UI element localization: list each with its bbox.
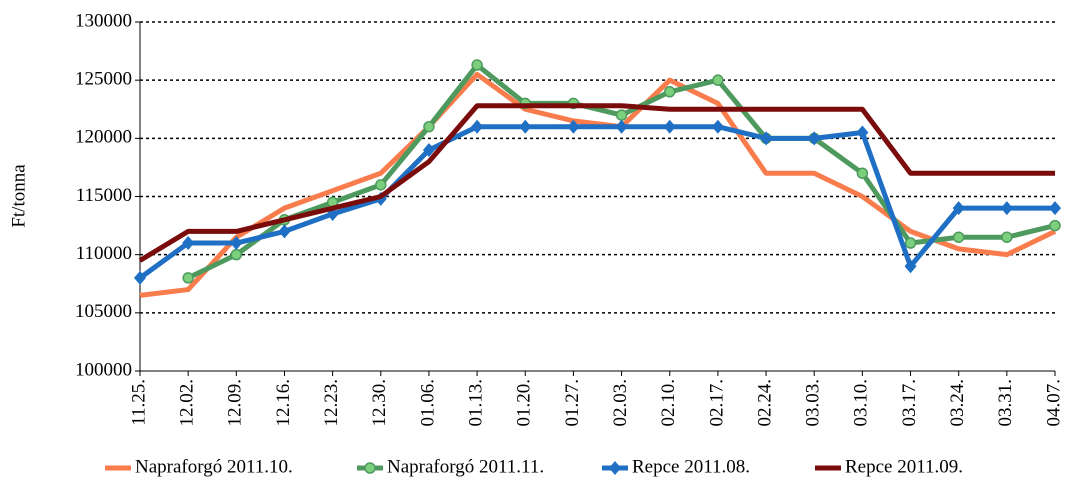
marker <box>615 119 628 134</box>
x-tick-label: 11.25. <box>128 379 149 426</box>
legend-label: Repce 2011.08. <box>632 456 750 477</box>
marker <box>1049 201 1061 216</box>
y-axis-label: Ft/tonna <box>8 164 29 228</box>
marker <box>278 224 291 239</box>
marker <box>230 236 243 251</box>
y-tick-label: 100000 <box>75 359 132 380</box>
marker <box>1000 201 1013 216</box>
x-tick-label: 12.23. <box>321 379 342 427</box>
marker <box>808 131 821 146</box>
x-tick-label: 12.09. <box>225 379 246 427</box>
marker <box>230 248 243 261</box>
legend-marker <box>364 462 376 474</box>
marker <box>856 125 869 140</box>
series-line <box>139 71 1057 298</box>
legend-label: Napraforgó 2011.10. <box>135 456 293 477</box>
marker <box>134 270 146 285</box>
legend-label: Repce 2011.09. <box>845 456 963 477</box>
y-tick-label: 120000 <box>75 127 132 148</box>
marker <box>760 131 773 146</box>
x-tick-label: 01.27. <box>562 379 583 427</box>
marker <box>471 119 484 134</box>
x-tick-label: 02.10. <box>658 379 679 427</box>
marker <box>904 259 917 274</box>
marker <box>519 119 532 134</box>
marker <box>423 120 435 133</box>
y-tick-label: 105000 <box>75 301 132 322</box>
x-tick-label: 04.07. <box>1043 379 1064 427</box>
marker <box>1001 231 1013 243</box>
marker <box>1049 219 1061 232</box>
marker <box>904 237 917 249</box>
marker <box>663 119 676 134</box>
series-line <box>138 103 1055 263</box>
marker <box>182 236 195 251</box>
x-tick-label: 01.13. <box>465 379 486 427</box>
x-tick-label: 03.17. <box>899 379 920 427</box>
series-line <box>138 124 1055 280</box>
marker <box>856 167 869 179</box>
marker <box>711 119 724 134</box>
marker <box>952 201 965 216</box>
marker <box>615 109 628 121</box>
x-tick-label: 02.03. <box>610 379 631 427</box>
x-tick-label: 03.03. <box>803 379 824 427</box>
marker <box>471 59 483 71</box>
x-tick-label: 03.24. <box>947 379 968 427</box>
marker <box>712 74 724 86</box>
x-tick-label: 03.31. <box>995 379 1016 427</box>
marker <box>952 231 965 243</box>
y-tick-label: 125000 <box>75 69 132 90</box>
x-tick-label: 02.24. <box>754 379 775 427</box>
x-tick-label: 01.06. <box>417 379 438 427</box>
marker <box>567 119 580 134</box>
x-tick-label: 12.30. <box>369 379 390 427</box>
marker <box>422 142 435 157</box>
legend-marker <box>609 461 621 475</box>
marker <box>182 272 194 284</box>
x-tick-label: 02.17. <box>706 379 727 427</box>
marker <box>663 86 676 98</box>
y-tick-label: 110000 <box>76 243 132 264</box>
x-tick-label: 01.20. <box>514 379 535 427</box>
y-tick-label: 115000 <box>76 185 132 206</box>
x-tick-label: 12.16. <box>273 379 294 427</box>
marker <box>375 179 387 191</box>
x-tick-label: 12.02. <box>177 379 198 427</box>
legend-label: Napraforgó 2011.11. <box>387 456 544 477</box>
y-tick-label: 130000 <box>75 10 132 31</box>
x-tick-label: 03.10. <box>851 379 872 427</box>
